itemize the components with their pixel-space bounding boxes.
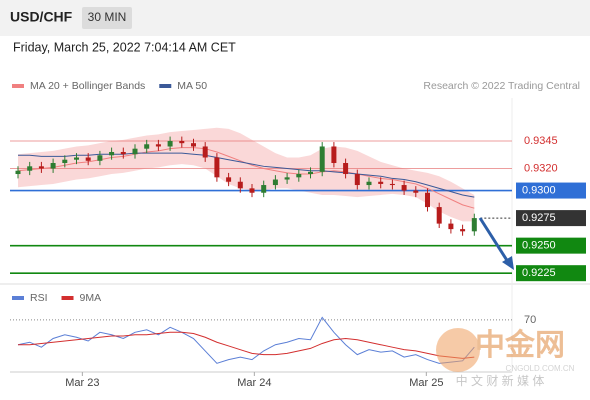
x-tick-label: Mar 25 — [409, 377, 443, 389]
candle-body — [272, 179, 278, 186]
legend-label: MA 50 — [177, 80, 207, 92]
candle-body — [436, 207, 442, 224]
candle-body — [389, 183, 395, 186]
candle-body — [38, 166, 44, 169]
level-box — [516, 210, 586, 227]
candle-body — [460, 229, 466, 232]
level-label: 0.9225 — [522, 267, 556, 279]
candle-body — [27, 166, 33, 171]
candle-body — [179, 140, 185, 144]
candle-body — [202, 146, 208, 158]
ma-line — [18, 152, 475, 198]
rsi-line — [18, 331, 475, 359]
level-label: 0.9345 — [524, 135, 558, 147]
forecast-arrowhead — [502, 256, 514, 270]
watermark-site: CNGOLD.COM.CN — [506, 364, 575, 373]
legend-swatch — [12, 296, 24, 300]
candle-body — [132, 148, 138, 155]
candle-body — [448, 223, 454, 230]
candle-body — [120, 151, 126, 155]
candle-body — [284, 177, 290, 180]
x-tick-label: Mar 23 — [65, 377, 99, 389]
level-label: 0.9300 — [522, 184, 556, 196]
candle-body — [144, 144, 150, 149]
watermark-brand: 中金网 — [475, 328, 565, 362]
level-box — [516, 237, 586, 254]
candle-body — [50, 163, 56, 169]
candle-body — [237, 181, 243, 189]
candle-body — [226, 177, 232, 182]
level-label: 0.9275 — [522, 212, 556, 224]
candle-body — [401, 185, 407, 191]
level-label: 0.9320 — [524, 162, 558, 174]
level-label: 0.9250 — [522, 240, 556, 252]
candle-body — [97, 155, 103, 161]
candle-body — [378, 181, 384, 184]
legend-label: RSI — [30, 292, 48, 304]
candle-body — [261, 185, 267, 193]
interval: 30 MIN — [88, 10, 127, 24]
candle-body — [249, 188, 255, 193]
watermark-slogan: 中 文 财 新 媒 体 — [456, 373, 545, 388]
candle-body — [167, 140, 173, 147]
interval-badge — [82, 7, 132, 29]
symbol: USD/CHF — [10, 9, 73, 25]
level-box — [516, 265, 586, 282]
candle-body — [331, 146, 337, 164]
y-tick-label: 70 — [524, 314, 536, 326]
candle-body — [74, 157, 79, 160]
x-tick-label: Mar 24 — [237, 377, 271, 389]
candle-body — [191, 143, 196, 147]
candle-body — [413, 190, 419, 193]
watermark-logo — [436, 328, 480, 372]
candle-body — [214, 157, 220, 178]
candle-body — [85, 157, 91, 161]
candle-body — [319, 146, 325, 172]
candle-body — [308, 171, 313, 175]
candle-body — [155, 144, 161, 147]
candle-body — [62, 159, 68, 164]
level-box — [516, 182, 586, 199]
timestamp: Friday, March 25, 2022 7:04:14 AM CET — [13, 40, 236, 54]
candle-body — [15, 170, 21, 175]
legend-swatch — [61, 296, 74, 300]
legend-swatch — [159, 84, 172, 88]
watermark: 中金网 CNGOLD.COM.CN 中 文 财 新 媒 体 — [436, 328, 575, 388]
bollinger-band — [18, 127, 475, 222]
legend-label: 9MA — [80, 292, 102, 304]
candle-body — [343, 163, 349, 175]
candle-body — [296, 174, 302, 178]
candle-body — [471, 218, 477, 232]
legend-swatch — [12, 84, 24, 88]
candle-body — [109, 151, 115, 156]
candle-body — [366, 181, 372, 186]
source: Research © 2022 Trading Central — [423, 80, 580, 92]
rsi-line — [17, 316, 475, 364]
candle-body — [354, 174, 360, 186]
forecast-arrow — [478, 217, 510, 263]
legend-label: MA 20 + Bollinger Bands — [30, 80, 145, 92]
candle-body — [425, 192, 430, 208]
